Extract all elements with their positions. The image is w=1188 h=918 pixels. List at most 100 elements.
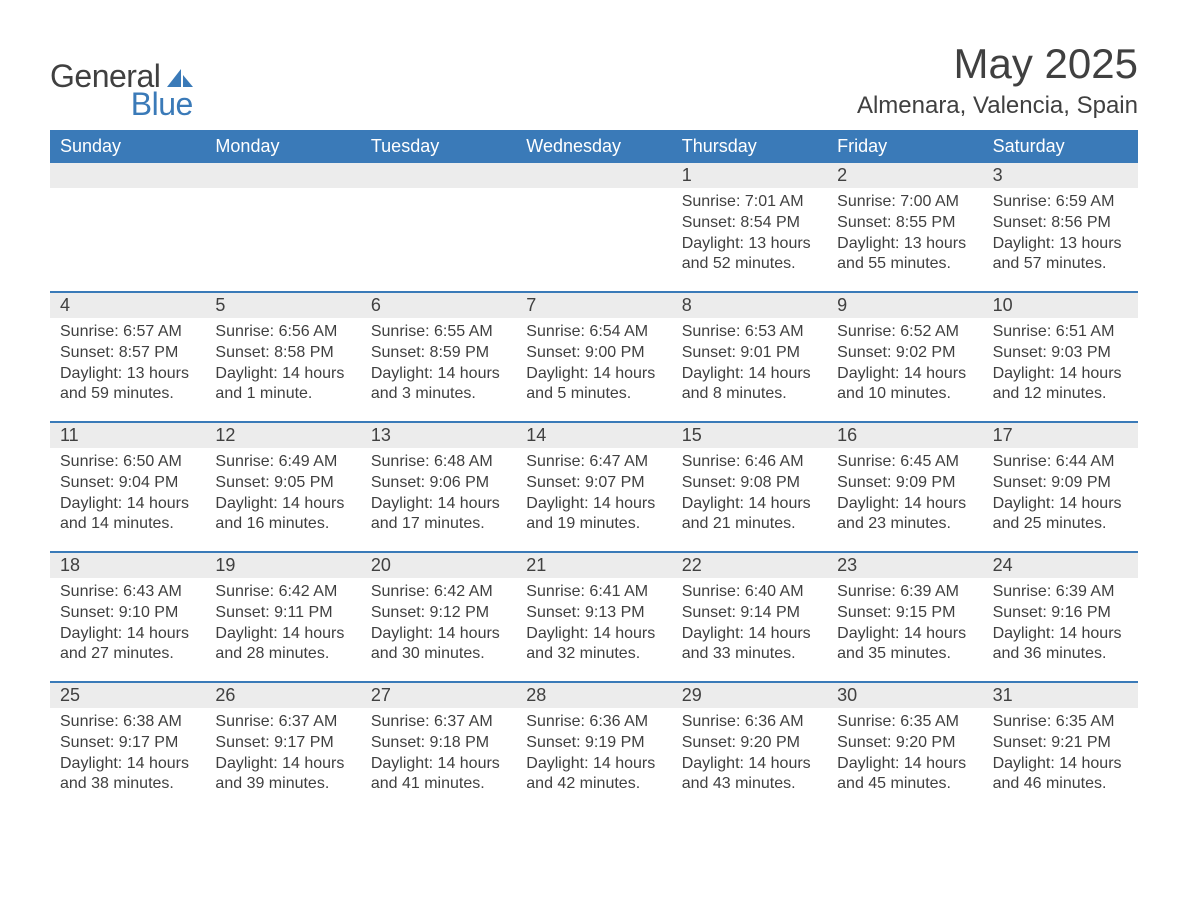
sunrise-line: Sunrise: 6:49 AM [215, 452, 350, 473]
calendar-day: 28Sunrise: 6:36 AMSunset: 9:19 PMDayligh… [516, 683, 671, 811]
sunrise-line: Sunrise: 6:47 AM [526, 452, 661, 473]
weekday-header: Wednesday [516, 130, 671, 163]
calendar-day: 2Sunrise: 7:00 AMSunset: 8:55 PMDaylight… [827, 163, 982, 291]
sunrise-line: Sunrise: 6:42 AM [215, 582, 350, 603]
sunrise-line: Sunrise: 6:43 AM [60, 582, 195, 603]
daylight-line: Daylight: 14 hours and 14 minutes. [60, 494, 195, 536]
day-body: Sunrise: 6:40 AMSunset: 9:14 PMDaylight:… [672, 578, 827, 675]
day-body: Sunrise: 6:42 AMSunset: 9:12 PMDaylight:… [361, 578, 516, 675]
sunset-line: Sunset: 9:09 PM [993, 473, 1128, 494]
sunrise-line: Sunrise: 6:59 AM [993, 192, 1128, 213]
sunset-line: Sunset: 9:10 PM [60, 603, 195, 624]
daylight-line: Daylight: 14 hours and 3 minutes. [371, 364, 506, 406]
day-body: Sunrise: 6:42 AMSunset: 9:11 PMDaylight:… [205, 578, 360, 675]
sunset-line: Sunset: 9:09 PM [837, 473, 972, 494]
day-number: 15 [672, 423, 827, 448]
day-body [50, 188, 205, 202]
daylight-line: Daylight: 14 hours and 39 minutes. [215, 754, 350, 796]
sunrise-line: Sunrise: 6:55 AM [371, 322, 506, 343]
weekday-header: Saturday [983, 130, 1138, 163]
day-number: 1 [672, 163, 827, 188]
daylight-line: Daylight: 14 hours and 28 minutes. [215, 624, 350, 666]
weekday-header: Tuesday [361, 130, 516, 163]
day-number: 8 [672, 293, 827, 318]
day-body: Sunrise: 6:41 AMSunset: 9:13 PMDaylight:… [516, 578, 671, 675]
calendar-day: 10Sunrise: 6:51 AMSunset: 9:03 PMDayligh… [983, 293, 1138, 421]
day-body: Sunrise: 6:45 AMSunset: 9:09 PMDaylight:… [827, 448, 982, 545]
sunset-line: Sunset: 9:03 PM [993, 343, 1128, 364]
daylight-line: Daylight: 14 hours and 46 minutes. [993, 754, 1128, 796]
calendar-day: 12Sunrise: 6:49 AMSunset: 9:05 PMDayligh… [205, 423, 360, 551]
calendar-day: 29Sunrise: 6:36 AMSunset: 9:20 PMDayligh… [672, 683, 827, 811]
calendar-day: 9Sunrise: 6:52 AMSunset: 9:02 PMDaylight… [827, 293, 982, 421]
calendar-day: 4Sunrise: 6:57 AMSunset: 8:57 PMDaylight… [50, 293, 205, 421]
calendar-week: 25Sunrise: 6:38 AMSunset: 9:17 PMDayligh… [50, 681, 1138, 811]
day-number: 2 [827, 163, 982, 188]
day-number: 16 [827, 423, 982, 448]
day-number: 11 [50, 423, 205, 448]
day-body: Sunrise: 6:56 AMSunset: 8:58 PMDaylight:… [205, 318, 360, 415]
sunrise-line: Sunrise: 6:37 AM [371, 712, 506, 733]
calendar-day [205, 163, 360, 291]
sunrise-line: Sunrise: 6:37 AM [215, 712, 350, 733]
sunset-line: Sunset: 9:02 PM [837, 343, 972, 364]
sunset-line: Sunset: 8:55 PM [837, 213, 972, 234]
weekday-header: Thursday [672, 130, 827, 163]
calendar-day: 27Sunrise: 6:37 AMSunset: 9:18 PMDayligh… [361, 683, 516, 811]
day-body: Sunrise: 6:49 AMSunset: 9:05 PMDaylight:… [205, 448, 360, 545]
day-number: 21 [516, 553, 671, 578]
day-body: Sunrise: 6:55 AMSunset: 8:59 PMDaylight:… [361, 318, 516, 415]
calendar-day: 7Sunrise: 6:54 AMSunset: 9:00 PMDaylight… [516, 293, 671, 421]
sunset-line: Sunset: 9:14 PM [682, 603, 817, 624]
day-body: Sunrise: 7:00 AMSunset: 8:55 PMDaylight:… [827, 188, 982, 285]
day-number: 28 [516, 683, 671, 708]
sunset-line: Sunset: 9:11 PM [215, 603, 350, 624]
day-body: Sunrise: 6:37 AMSunset: 9:17 PMDaylight:… [205, 708, 360, 805]
calendar-day: 3Sunrise: 6:59 AMSunset: 8:56 PMDaylight… [983, 163, 1138, 291]
day-body: Sunrise: 6:38 AMSunset: 9:17 PMDaylight:… [50, 708, 205, 805]
calendar-day: 31Sunrise: 6:35 AMSunset: 9:21 PMDayligh… [983, 683, 1138, 811]
daylight-line: Daylight: 14 hours and 12 minutes. [993, 364, 1128, 406]
sunset-line: Sunset: 9:13 PM [526, 603, 661, 624]
day-body [516, 188, 671, 202]
daylight-line: Daylight: 14 hours and 19 minutes. [526, 494, 661, 536]
day-body: Sunrise: 6:54 AMSunset: 9:00 PMDaylight:… [516, 318, 671, 415]
day-body: Sunrise: 6:44 AMSunset: 9:09 PMDaylight:… [983, 448, 1138, 545]
sunset-line: Sunset: 9:05 PM [215, 473, 350, 494]
daylight-line: Daylight: 14 hours and 10 minutes. [837, 364, 972, 406]
day-number: 20 [361, 553, 516, 578]
sunset-line: Sunset: 8:59 PM [371, 343, 506, 364]
sunrise-line: Sunrise: 6:50 AM [60, 452, 195, 473]
sunrise-line: Sunrise: 6:40 AM [682, 582, 817, 603]
sunrise-line: Sunrise: 6:52 AM [837, 322, 972, 343]
sunrise-line: Sunrise: 6:54 AM [526, 322, 661, 343]
calendar-week: 1Sunrise: 7:01 AMSunset: 8:54 PMDaylight… [50, 163, 1138, 291]
daylight-line: Daylight: 13 hours and 55 minutes. [837, 234, 972, 276]
day-body: Sunrise: 6:39 AMSunset: 9:15 PMDaylight:… [827, 578, 982, 675]
day-body: Sunrise: 6:59 AMSunset: 8:56 PMDaylight:… [983, 188, 1138, 285]
sunset-line: Sunset: 9:19 PM [526, 733, 661, 754]
sunrise-line: Sunrise: 6:39 AM [837, 582, 972, 603]
day-number: 17 [983, 423, 1138, 448]
calendar-day: 21Sunrise: 6:41 AMSunset: 9:13 PMDayligh… [516, 553, 671, 681]
logo: General Blue [50, 60, 193, 120]
sunrise-line: Sunrise: 6:36 AM [682, 712, 817, 733]
calendar-day: 6Sunrise: 6:55 AMSunset: 8:59 PMDaylight… [361, 293, 516, 421]
sunset-line: Sunset: 9:17 PM [215, 733, 350, 754]
day-number: 4 [50, 293, 205, 318]
day-number: 5 [205, 293, 360, 318]
day-body: Sunrise: 6:51 AMSunset: 9:03 PMDaylight:… [983, 318, 1138, 415]
sunset-line: Sunset: 9:07 PM [526, 473, 661, 494]
sunrise-line: Sunrise: 6:51 AM [993, 322, 1128, 343]
day-body: Sunrise: 6:52 AMSunset: 9:02 PMDaylight:… [827, 318, 982, 415]
sunset-line: Sunset: 8:58 PM [215, 343, 350, 364]
day-number: 22 [672, 553, 827, 578]
sunset-line: Sunset: 8:57 PM [60, 343, 195, 364]
sunrise-line: Sunrise: 6:35 AM [993, 712, 1128, 733]
day-body: Sunrise: 6:57 AMSunset: 8:57 PMDaylight:… [50, 318, 205, 415]
calendar-day: 1Sunrise: 7:01 AMSunset: 8:54 PMDaylight… [672, 163, 827, 291]
sunset-line: Sunset: 9:06 PM [371, 473, 506, 494]
calendar-day [361, 163, 516, 291]
calendar-day: 5Sunrise: 6:56 AMSunset: 8:58 PMDaylight… [205, 293, 360, 421]
sunrise-line: Sunrise: 6:39 AM [993, 582, 1128, 603]
